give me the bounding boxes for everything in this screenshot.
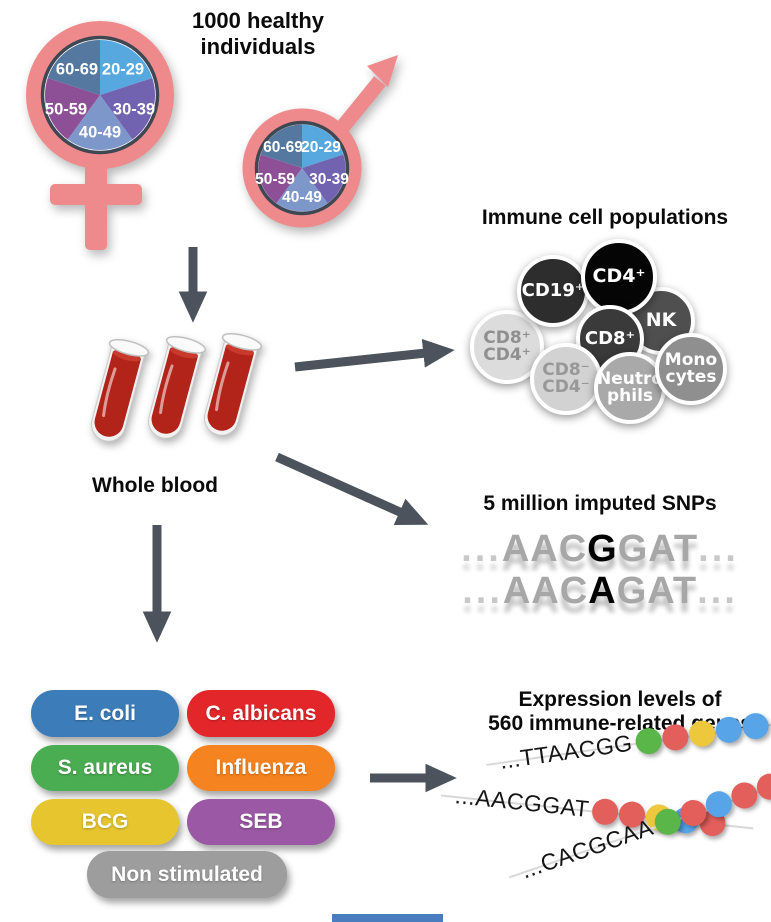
pie-slice-50-59 [44,78,100,140]
male-arrow-head [367,55,398,87]
cell-circle-cd8neg-cd4neg: CD8⁻ CD4⁻ [530,343,602,415]
pill-label: SEB [239,810,283,833]
snp-sequence-line: ...AACGGAT... [430,528,770,571]
pie-slice-60-69 [47,40,100,95]
age-label: 20-29 [301,139,341,156]
male-ring [242,108,362,228]
snp-variant-base: A [588,570,617,612]
arrow-to-snps-icon [275,452,429,526]
blood-tubes [91,332,263,442]
snps-title: 5 million imputed SNPs [483,492,717,515]
stimulation-pill-c-albicans: C. albicans [187,690,335,737]
expression-dot [660,722,690,752]
expression-dot [686,718,717,748]
snp-variant-base: G [587,528,618,570]
female-ring [26,21,174,169]
pie-slice-20-29 [100,40,153,95]
male-symbol: 20-29 30-39 40-49 50-59 60-69 [242,55,398,228]
snp-ellipsis: ... [461,528,502,570]
cell-circle-cd19: CD19⁺ [517,255,589,327]
blood-tube [148,335,207,439]
male-arrow-shaft [335,76,386,134]
snp-bases: AAC [501,528,588,570]
expression-dot [727,778,761,812]
pie-slice-20-29 [302,124,344,168]
pill-label: BCG [81,810,129,833]
pie-slice-40-49 [276,168,328,212]
age-label: 30-39 [113,100,155,118]
pill-label: Non stimulated [111,862,263,886]
cell-circle-neutrophils: Neutro phils [594,352,666,424]
stimulation-pill-s-aureus: S. aureus [31,745,179,791]
age-label: 60-69 [263,139,303,156]
gene-sequence: ...AACGGAT [453,782,591,823]
pill-label: C. albicans [205,701,317,725]
pie-slice-40-49 [67,95,133,151]
pill-label: E. coli [74,701,136,725]
pie-slice-30-39 [100,78,156,140]
snp-bases: AAC [502,570,589,612]
snp-ellipsis: ... [698,528,739,570]
stimulation-pill-bcg: BCG [31,799,179,845]
snp-ellipsis: ... [697,570,738,612]
age-label: 60-69 [56,60,98,78]
expression-dot [713,714,744,745]
age-label: 40-49 [282,189,322,206]
immune-cells-title: Immune cell populations [481,206,729,229]
stimulation-pill-influenza: Influenza [187,745,335,791]
blood-tube [204,332,263,436]
expression-dot [740,710,770,741]
expression-dot [633,725,663,756]
age-label: 20-29 [102,60,144,78]
male-age-pie: 20-29 30-39 40-49 50-59 60-69 [255,124,349,212]
blood-tube [91,338,150,442]
snp-bases: GAT [617,528,699,570]
age-label: 50-59 [255,171,295,188]
whole-blood-label: Whole blood [92,474,218,497]
pie-slice-30-39 [302,154,346,204]
pill-label: S. aureus [57,756,153,779]
pie-slice-50-59 [258,154,302,204]
stimulation-pill-non-stimulated: Non stimulated [87,851,287,898]
cell-circle-cd4: CD4⁺ [581,239,657,315]
pie-slice-60-69 [260,124,302,168]
female-symbol: 20-29 30-39 40-49 50-59 60-69 [26,21,174,250]
age-label: 30-39 [309,171,349,188]
study-title: 1000 healthy individuals [191,8,325,59]
female-cross-bar [50,184,142,205]
snp-bases: GAT [616,570,698,612]
snp-ellipsis: ... [462,570,503,612]
bottom-accent-bar [332,914,443,922]
pill-label: Influenza [215,756,307,779]
stimulation-pill-e-coli: E. coli [31,690,179,737]
cell-circle-monocytes: Mono cytes [655,333,727,405]
stimulation-pill-seb: SEB [187,799,335,845]
age-label: 50-59 [45,100,87,118]
snp-sequence-line: ...AACAGAT... [430,570,770,613]
female-age-pie: 20-29 30-39 40-49 50-59 60-69 [44,40,156,151]
arrow-to-cells-icon [294,338,455,372]
expression-dot [590,796,620,826]
age-label: 40-49 [79,123,121,141]
gene-sequence: ...CACGCAA [517,813,657,884]
